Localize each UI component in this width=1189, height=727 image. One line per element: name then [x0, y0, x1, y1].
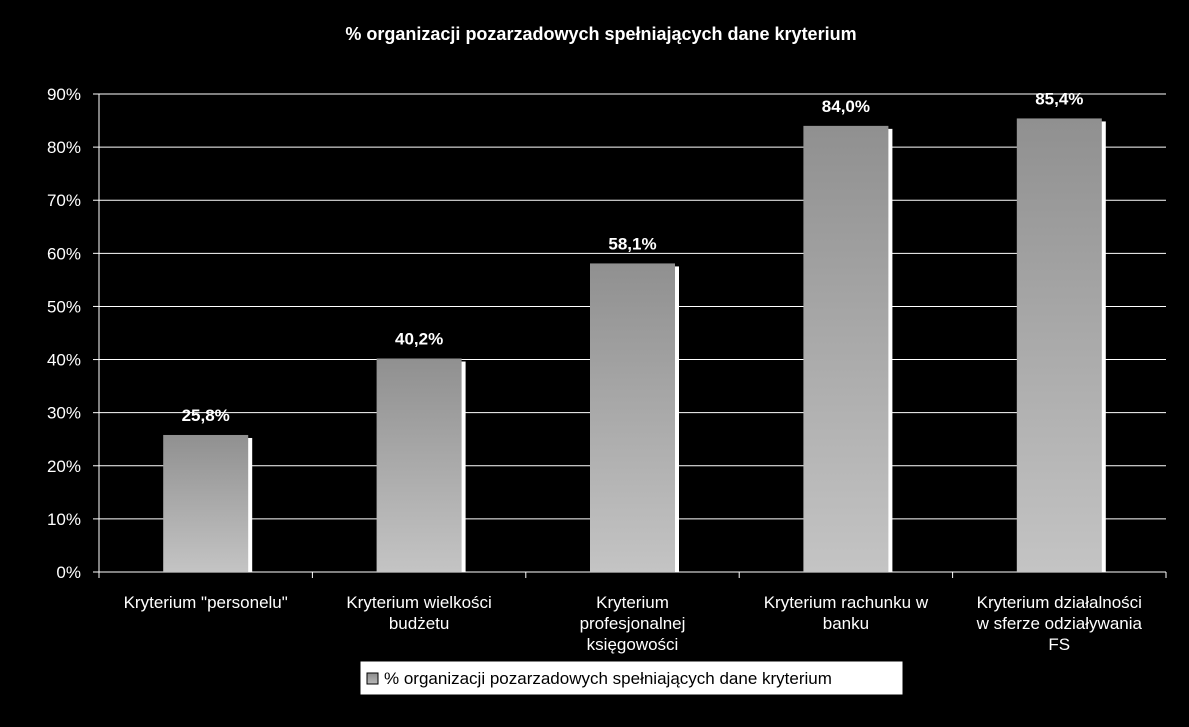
- y-tick-label: 30%: [47, 404, 81, 423]
- x-category-label-line: Kryterium: [596, 593, 669, 612]
- data-label: 58,1%: [608, 234, 656, 253]
- x-category-label-line: Kryterium wielkości: [346, 593, 491, 612]
- y-tick-label: 0%: [56, 563, 81, 582]
- y-tick-label: 70%: [47, 191, 81, 210]
- y-tick-label: 40%: [47, 351, 81, 370]
- y-tick-label: 10%: [47, 510, 81, 529]
- bar: [1016, 118, 1102, 572]
- bars: [163, 118, 1106, 572]
- data-label: 40,2%: [395, 329, 443, 348]
- legend-swatch: [366, 672, 379, 685]
- legend: % organizacji pozarzadowych spełniającyc…: [359, 660, 904, 696]
- legend-box: [359, 660, 904, 696]
- bar: [803, 125, 889, 572]
- x-category-label-line: profesjonalnej: [580, 614, 686, 633]
- y-tick-label: 80%: [47, 138, 81, 157]
- x-category-label: Kryterium profesjonalnej księgowości: [580, 593, 686, 654]
- y-tick-label: 50%: [47, 297, 81, 316]
- y-tick-label: 60%: [47, 244, 81, 263]
- x-category-label: Kryterium rachunku w banku: [764, 593, 929, 633]
- data-labels: 25,8% 40,2% 58,1% 84,0% 85,4%: [182, 89, 1084, 425]
- x-category-label-line: w sferze odziaływania: [976, 614, 1143, 633]
- x-category-label-line: budżetu: [389, 614, 450, 633]
- x-category-label-line: FS: [1048, 635, 1070, 654]
- x-category-label: Kryterium działalności w sferze odziaływa…: [976, 593, 1143, 654]
- x-category-label-line: Kryterium rachunku w: [764, 593, 929, 612]
- legend-label: % organizacji pozarzadowych spełniającyc…: [384, 669, 832, 688]
- y-axis-ticks: 0% 10% 20% 30% 40% 50% 60% 70% 80% 90%: [47, 85, 99, 582]
- x-category-label: Kryterium wielkości budżetu: [346, 593, 491, 633]
- bar: [376, 358, 462, 572]
- bar: [163, 434, 249, 572]
- chart-title: % organizacji pozarzadowych spełniającyc…: [345, 24, 856, 44]
- x-category-label: Kryterium "personelu": [124, 593, 288, 612]
- x-axis-categories: Kryterium "personelu" Kryterium wielkości…: [124, 593, 1143, 654]
- data-label: 84,0%: [822, 97, 870, 116]
- x-category-label-line: Kryterium działalności: [977, 593, 1142, 612]
- y-tick-label: 90%: [47, 85, 81, 104]
- bar: [590, 263, 675, 572]
- x-category-label-line: księgowości: [587, 635, 679, 654]
- data-label: 85,4%: [1035, 89, 1083, 108]
- x-category-label-line: Kryterium "personelu": [124, 593, 288, 612]
- data-label: 25,8%: [182, 406, 230, 425]
- x-category-label-line: banku: [823, 614, 869, 633]
- y-tick-label: 20%: [47, 457, 81, 476]
